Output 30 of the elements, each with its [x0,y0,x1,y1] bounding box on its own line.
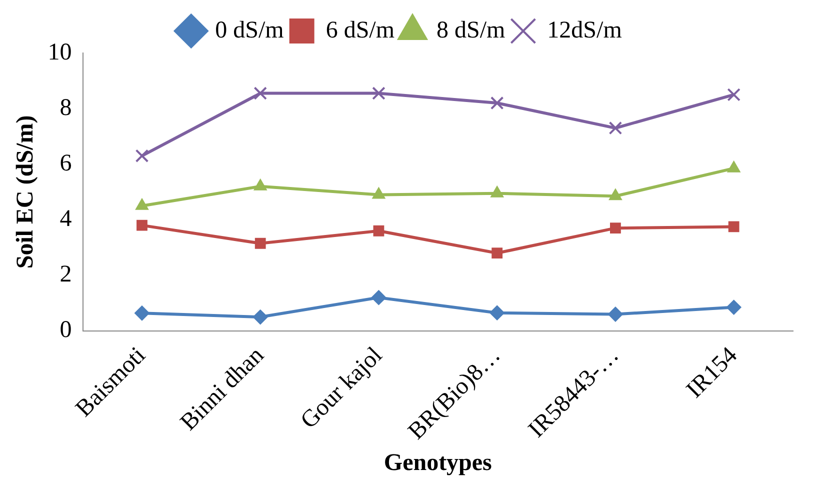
point [492,248,503,259]
point [371,290,386,306]
point [490,305,505,320]
y-tick-label: 4 [60,206,72,232]
point [254,238,266,249]
point [490,96,504,110]
point [728,221,740,232]
legend-label: 6 dS/m [326,17,395,44]
legend-label: 12dS/m [547,17,622,44]
point [608,121,622,135]
point [136,220,148,231]
y-tick-label: 2 [60,262,72,288]
point [252,310,268,325]
point [610,222,621,234]
point [372,86,386,100]
point [608,306,623,322]
y-tick-label: 0 [60,317,72,344]
point [727,88,740,102]
y-axis-title: Soil EC (dS/m) [12,115,39,269]
point [135,149,149,162]
point [373,225,384,236]
y-tick-label: 8 [60,94,72,121]
legend-label: 8 dS/m [436,17,506,44]
y-tick-label: 6 [60,150,72,176]
point [254,86,268,100]
point [134,306,150,321]
point [726,300,742,315]
legend-label: 0 dS/m [215,17,284,44]
x-axis-title: Genotypes [384,450,492,476]
y-tick-label: 10 [48,39,72,66]
